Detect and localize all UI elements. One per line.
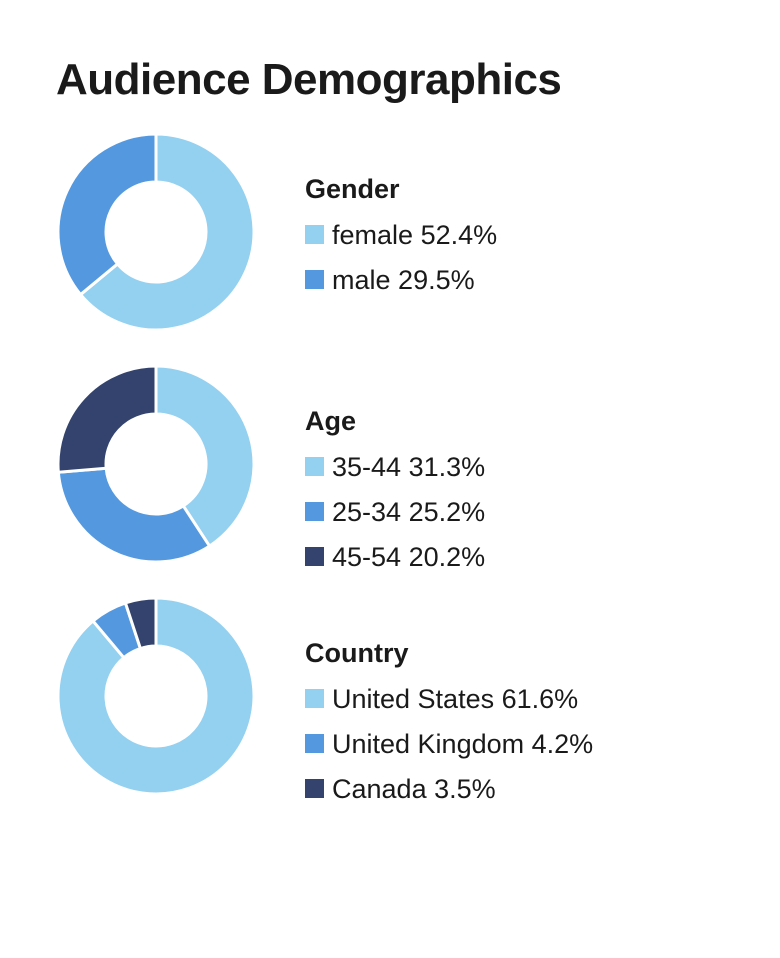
legend-item-united-states: United States 61.6% — [305, 676, 593, 721]
slice-45-54 — [56, 364, 158, 474]
age-legend-title: Age — [305, 406, 357, 436]
country-donut-chart — [56, 596, 256, 796]
country-section: Country United States 61.6% United Kingd… — [56, 596, 736, 804]
page-title: Audience Demographics — [56, 55, 562, 104]
legend-value-male: 29.5% — [398, 264, 475, 295]
legend-item-united-kingdom: United Kingdom 4.2% — [305, 721, 593, 766]
slice-35-44 — [154, 364, 256, 548]
legend-label-45-54: 45-54 — [332, 541, 402, 572]
legend-label-canada: Canada — [332, 773, 427, 804]
legend-swatch-45-54 — [305, 547, 324, 566]
gender-donut-chart — [56, 132, 256, 332]
legend-swatch-united-kingdom — [305, 734, 324, 753]
legend-label-female: female — [332, 219, 414, 250]
legend-value-female: 52.4% — [420, 219, 498, 250]
slice-male — [56, 132, 158, 297]
legend-value-united-states: 61.6% — [501, 683, 579, 714]
legend-swatch-canada — [305, 779, 324, 798]
legend-item-35-44: 35-44 31.3% — [305, 444, 485, 489]
slice-canada — [123, 596, 158, 650]
legend-label-united-kingdom: United Kingdom — [332, 728, 525, 759]
legend-swatch-35-44 — [305, 457, 324, 476]
age-section: Age 35-44 31.3% 25-34 25.2% 45-54 20.2% — [56, 364, 736, 572]
legend-value-canada: 3.5% — [434, 773, 496, 804]
legend-value-35-44: 31.3% — [408, 451, 486, 482]
legend-value-united-kingdom: 4.2% — [531, 728, 594, 759]
country-legend: Country United States 61.6% United Kingd… — [305, 636, 593, 811]
legend-value-45-54: 20.2% — [408, 541, 486, 572]
legend-swatch-united-states — [305, 689, 324, 708]
legend-label-united-states: United States — [332, 683, 495, 714]
legend-swatch-25-34 — [305, 502, 324, 521]
legend-label-25-34: 25-34 — [332, 496, 402, 527]
legend-label-male: male — [332, 264, 391, 295]
legend-value-25-34: 25.2% — [408, 496, 486, 527]
legend-item-male: male 29.5% — [305, 257, 497, 302]
legend-item-45-54: 45-54 20.2% — [305, 534, 485, 579]
legend-item-female: female 52.4% — [305, 212, 497, 257]
age-legend: Age 35-44 31.3% 25-34 25.2% 45-54 20.2% — [305, 404, 485, 579]
legend-item-25-34: 25-34 25.2% — [305, 489, 485, 534]
gender-legend-title: Gender — [305, 174, 400, 204]
slice-united-states — [56, 596, 256, 796]
gender-section: Gender female 52.4% male 29.5% — [56, 132, 736, 332]
legend-label-35-44: 35-44 — [332, 451, 402, 482]
slice-female — [79, 132, 256, 332]
legend-item-canada: Canada 3.5% — [305, 766, 593, 811]
country-legend-title: Country — [305, 638, 409, 668]
legend-swatch-male — [305, 270, 324, 289]
gender-legend: Gender female 52.4% male 29.5% — [305, 172, 497, 302]
slice-25-34 — [56, 466, 212, 564]
age-donut-chart — [56, 364, 256, 564]
legend-swatch-female — [305, 225, 324, 244]
